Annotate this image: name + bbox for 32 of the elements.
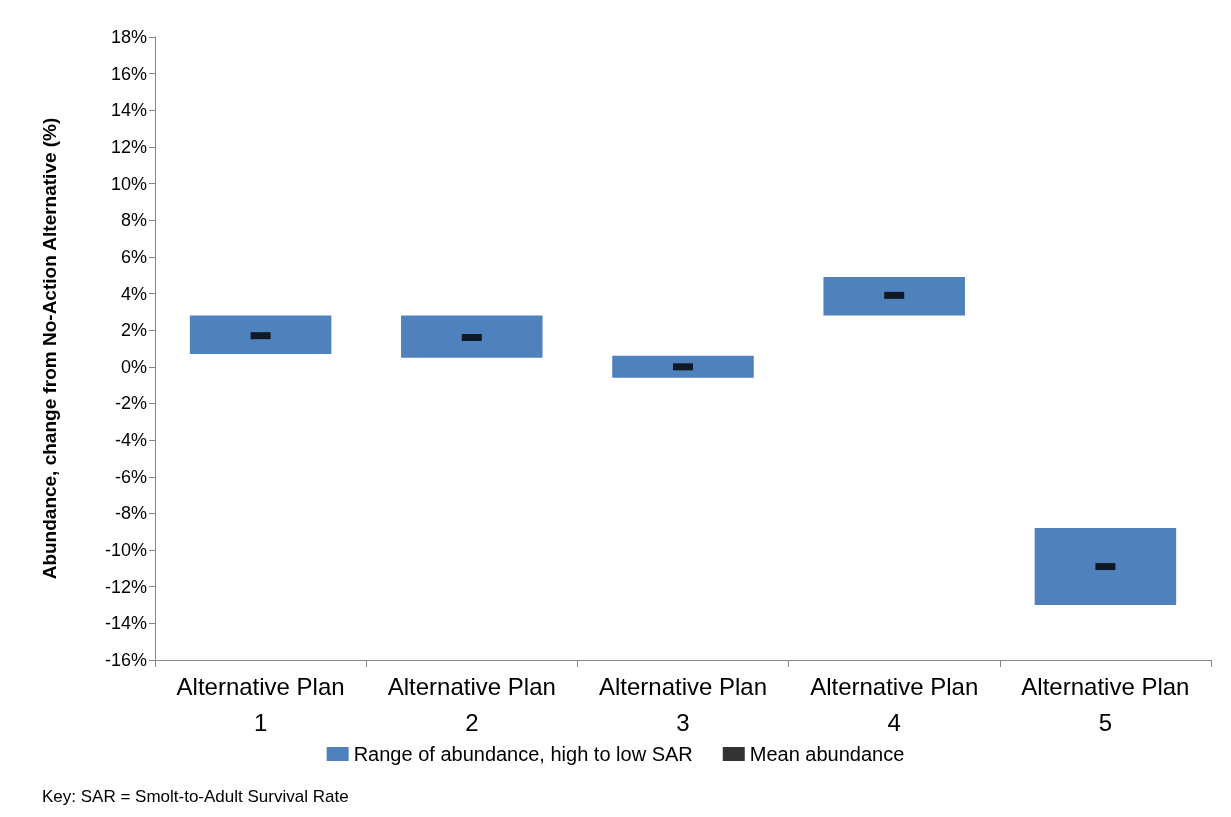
legend-label: Range of abundance, high to low SAR bbox=[353, 743, 693, 765]
bar bbox=[401, 315, 543, 358]
text: Key: SAR = Smolt-to-Adult Survival Rate bbox=[42, 787, 349, 806]
y-tick-label: 10% bbox=[110, 173, 147, 194]
bar bbox=[189, 315, 332, 354]
y-tick-label: -10% bbox=[104, 540, 147, 561]
bar bbox=[1034, 528, 1177, 606]
y-tick-label: 2% bbox=[120, 320, 147, 341]
y-tick-label: 16% bbox=[110, 63, 147, 84]
y-tick-label: 0% bbox=[120, 356, 147, 377]
y-tick-label: 14% bbox=[110, 100, 147, 121]
x-tick-label: Alternative Plan 3 bbox=[598, 672, 768, 736]
y-axis-title: Abundance, change from No-Action Alternative (%) bbox=[39, 117, 60, 580]
x-tick-label: Alternative Plan 4 bbox=[810, 672, 979, 736]
y-tick-label: 8% bbox=[120, 210, 147, 231]
y-tick-label: -2% bbox=[114, 393, 147, 414]
legend-label: Mean abundance bbox=[749, 743, 905, 765]
y-tick-label: -12% bbox=[104, 576, 147, 597]
y-tick-label: -16% bbox=[104, 650, 147, 670]
bar bbox=[612, 355, 754, 378]
y-tick-label: -4% bbox=[114, 430, 147, 451]
x-tick-label: Alternative Plan 1 bbox=[176, 672, 345, 736]
y-tick-label: 18% bbox=[110, 27, 147, 47]
y-tick-label: 6% bbox=[120, 246, 147, 267]
y-tick-label: -6% bbox=[114, 466, 147, 487]
y-tick-label: 4% bbox=[120, 283, 147, 304]
x-tick-label: Alternative Plan 5 bbox=[1021, 672, 1190, 736]
x-tick-label: Alternative Plan 2 bbox=[387, 672, 556, 736]
y-tick-label: -8% bbox=[114, 503, 147, 524]
bar bbox=[823, 277, 965, 316]
y-tick-label: 12% bbox=[110, 136, 147, 157]
y-tick-label: -14% bbox=[104, 613, 147, 634]
